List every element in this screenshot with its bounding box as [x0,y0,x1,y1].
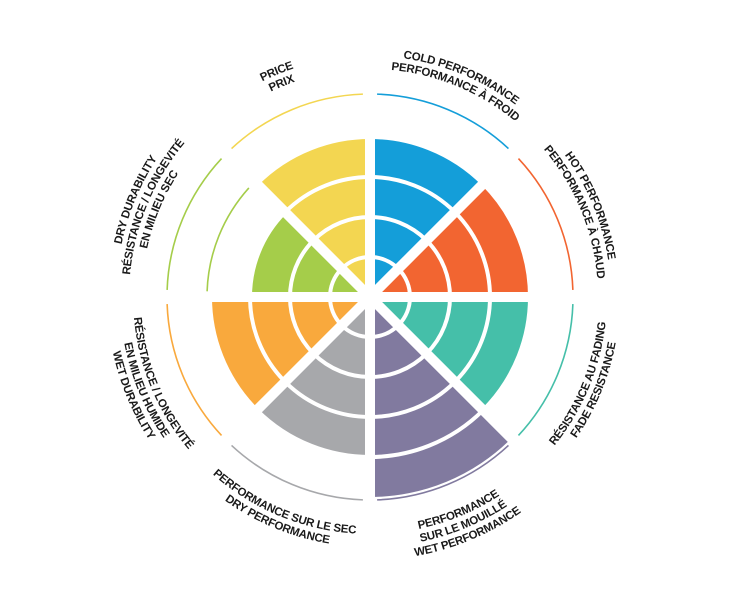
outer-arc-wet-performance [377,444,509,501]
inner-arc-dry-durability [206,187,250,292]
sector-divider-6 [223,293,374,444]
outer-arc-fade [517,304,574,436]
band-cold-level-4 [370,137,484,213]
band-wet-durability-level-4 [210,297,286,411]
band-hot-level-4 [454,183,530,297]
band-cold-level-3 [370,177,455,241]
band-dry-performance-level-3 [285,353,370,417]
outer-arc-dry-performance [231,444,363,501]
band-price-level-3 [285,177,370,241]
band-dry-performance-level-4 [256,381,370,457]
band-wet-durability-level-3 [250,297,314,382]
outer-arc-dry-durability [166,158,223,290]
outer-arc-price [231,93,363,150]
outer-arc-cold [377,93,509,150]
sector-divider-8 [223,150,374,301]
band-hot-level-3 [426,212,490,297]
label-cold-line-1: COLD PERFORMANCE [403,49,521,107]
sector-divider-2 [366,150,517,301]
band-wet-performance-level-5 [370,410,512,497]
sector-divider-4 [366,293,517,444]
band-wet-performance-level-3 [370,353,455,417]
band-price-level-4 [256,137,370,213]
band-fade-level-4 [454,297,530,411]
outer-arc-wet-durability [166,304,223,436]
band-wet-performance-level-4 [370,381,484,457]
band-dry-durability-level-3 [250,212,314,297]
outer-arc-hot [517,158,574,290]
band-fade-level-3 [426,297,490,382]
